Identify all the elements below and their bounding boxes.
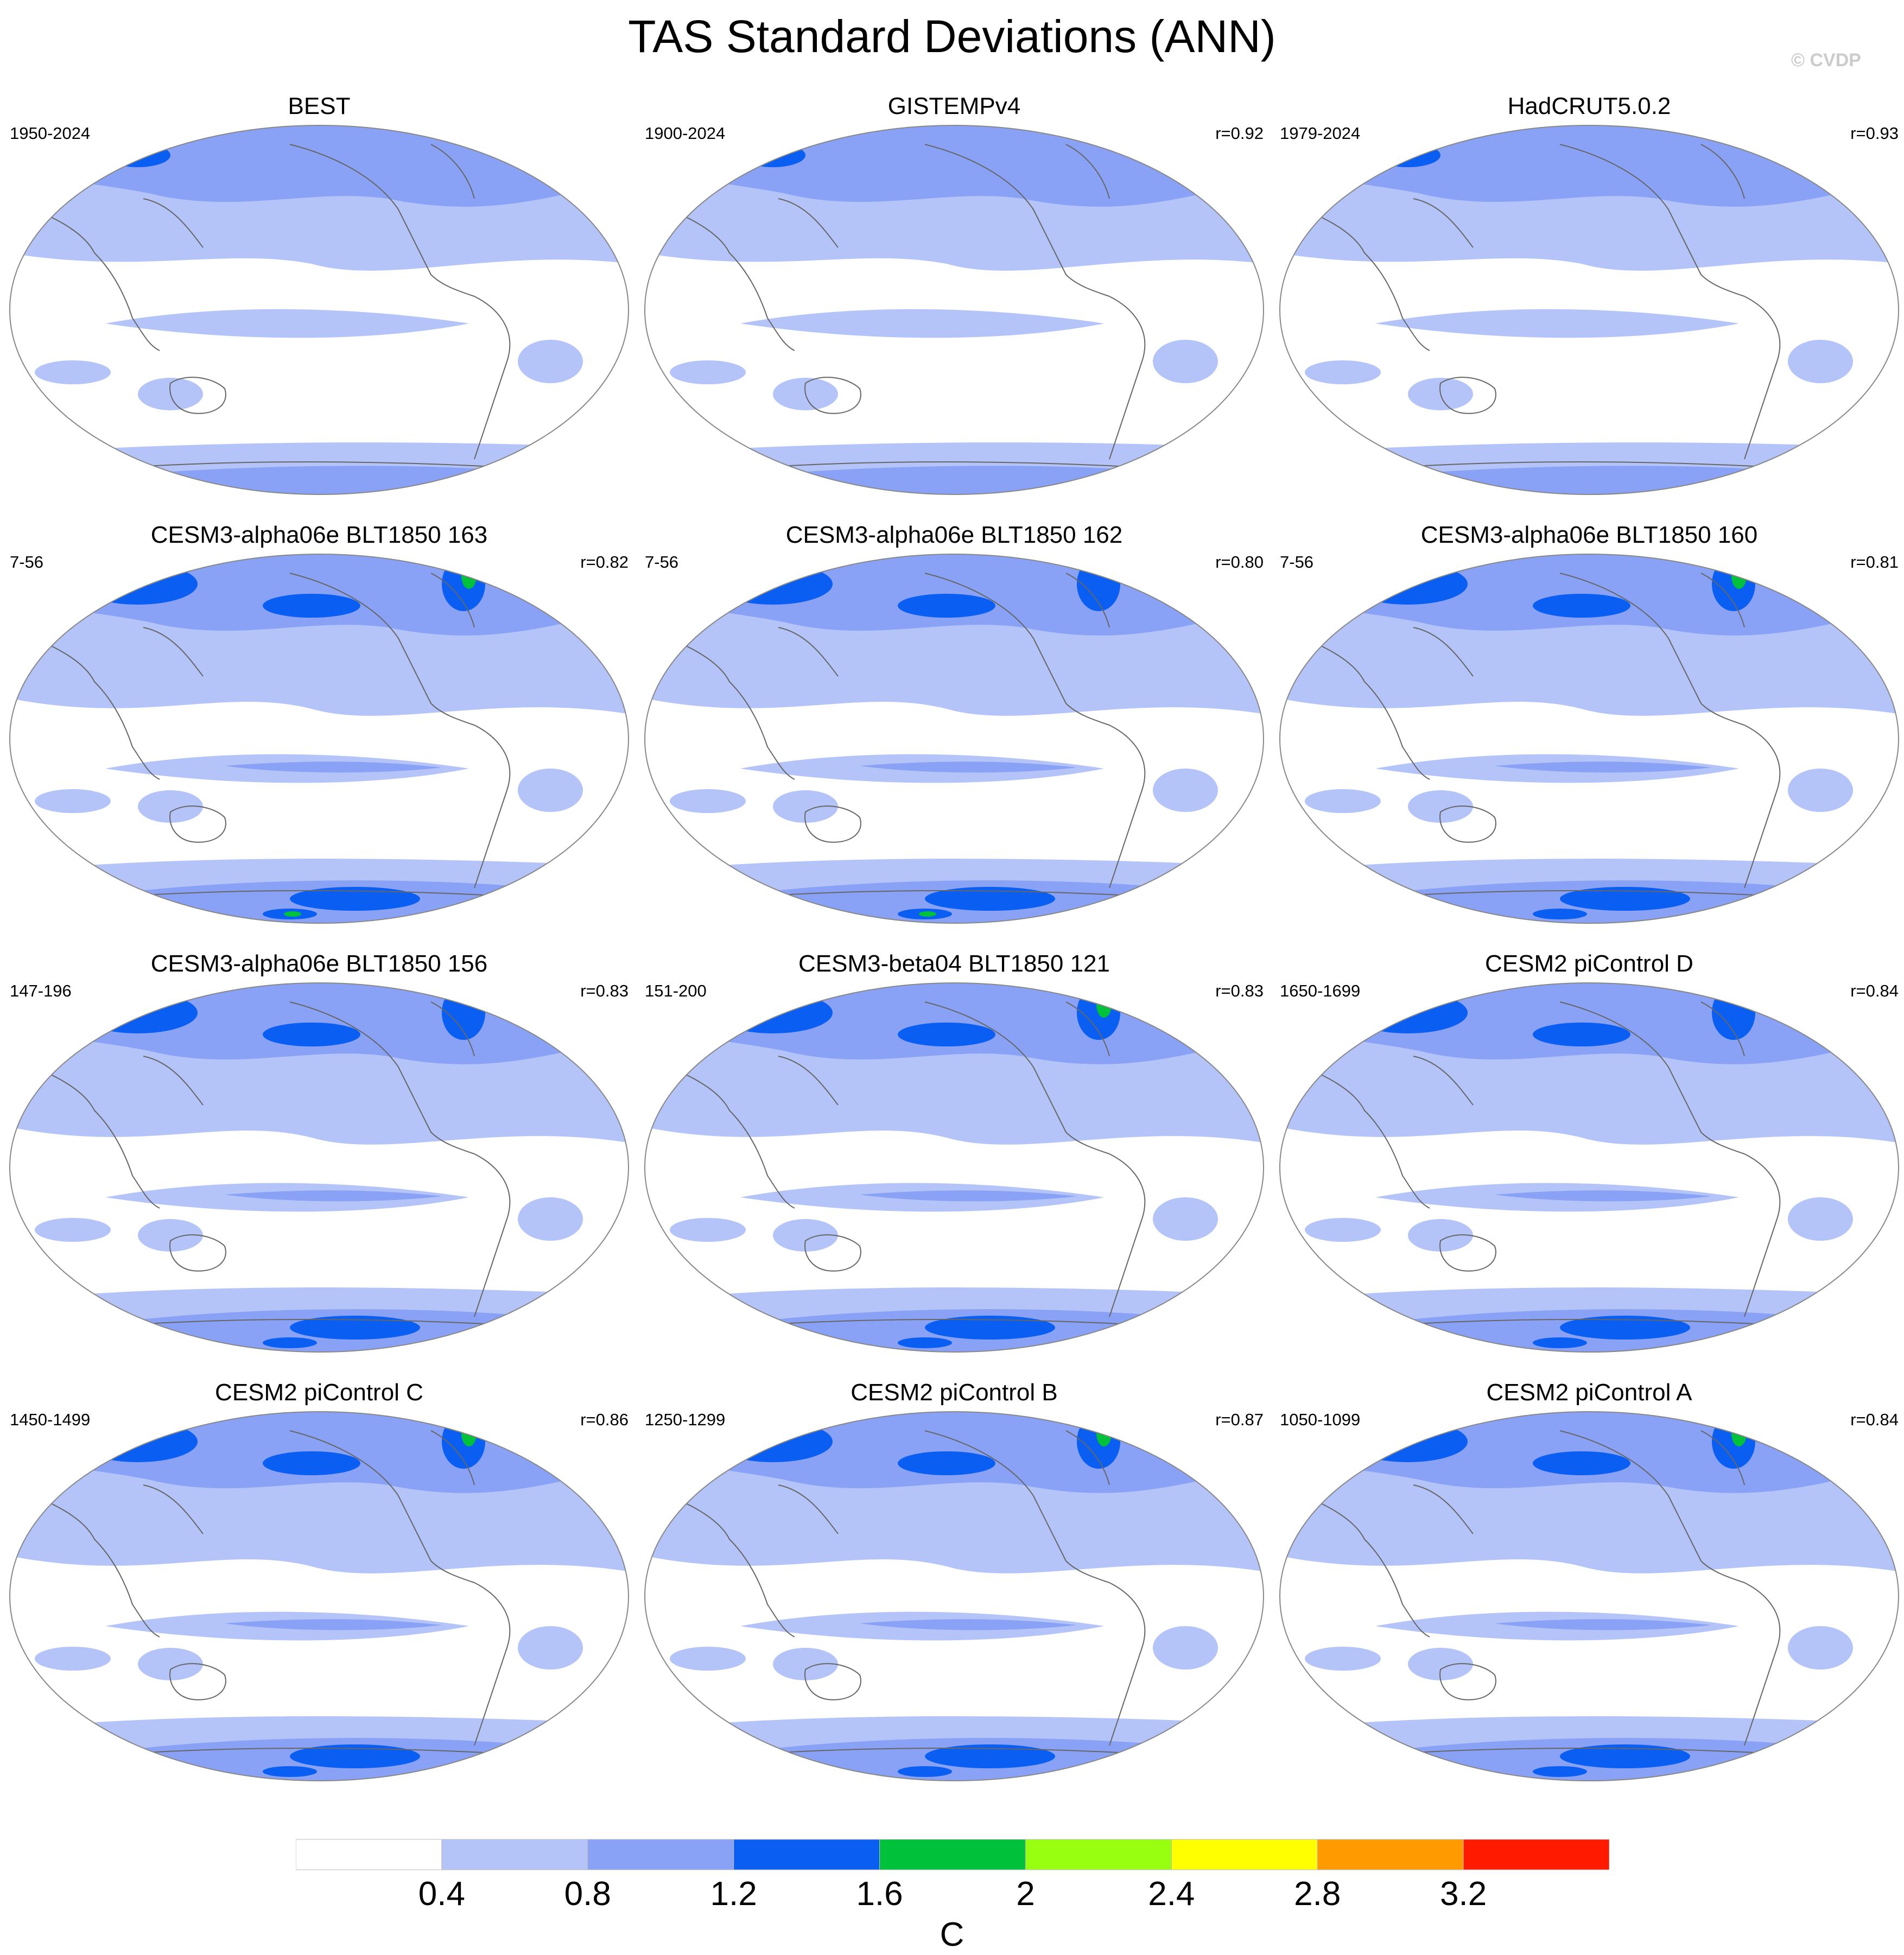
panel-title: CESM2 piControl A <box>1486 1379 1692 1406</box>
panel-title: CESM3-alpha06e BLT1850 163 <box>150 522 488 548</box>
colorbar-units: C <box>940 1916 964 1953</box>
colorbar-tick-label: 0.8 <box>564 1875 611 1913</box>
panel-correlation: r=0.92 <box>1215 124 1264 143</box>
map-panel: HadCRUT5.0.2 1979-2024 r=0.93 <box>1274 91 1904 520</box>
robinson-map <box>9 554 629 924</box>
panel-years: 1250-1299 <box>645 1410 726 1429</box>
colorbar-segment <box>1463 1839 1609 1870</box>
panel-correlation: r=0.80 <box>1215 553 1264 572</box>
colorbar <box>296 1839 1609 1870</box>
map-panel: CESM2 piControl B 1250-1299 r=0.87 <box>639 1378 1269 1806</box>
robinson-map <box>644 982 1264 1353</box>
figure-title: TAS Standard Deviations (ANN) <box>628 11 1276 62</box>
panel-title: CESM3-alpha06e BLT1850 156 <box>150 950 488 977</box>
map-panel: CESM3-alpha06e BLT1850 160 7-56 r=0.81 <box>1274 520 1904 949</box>
panel-title: CESM3-beta04 BLT1850 121 <box>798 950 1110 977</box>
panel-years: 147-196 <box>10 981 72 1000</box>
colorbar-segment <box>1025 1839 1172 1870</box>
colorbar-segment <box>1171 1839 1318 1870</box>
map-panel: CESM2 piControl C 1450-1499 r=0.86 <box>4 1378 634 1806</box>
panel-title: CESM3-alpha06e BLT1850 162 <box>785 522 1123 548</box>
colorbar-segment <box>733 1839 880 1870</box>
colorbar-tick-label: 0.4 <box>418 1875 465 1913</box>
colorbar-segment <box>587 1839 734 1870</box>
panel-correlation: r=0.93 <box>1850 124 1899 143</box>
panel-title: HadCRUT5.0.2 <box>1507 93 1671 119</box>
robinson-map <box>1279 125 1899 495</box>
map-panel: CESM2 piControl D 1650-1699 r=0.84 <box>1274 949 1904 1378</box>
colorbar-tick-label: 2.4 <box>1148 1875 1195 1913</box>
map-panel: CESM3-beta04 BLT1850 121 151-200 r=0.83 <box>639 949 1269 1378</box>
panel-years: 7-56 <box>1280 553 1314 572</box>
panel-years: 1900-2024 <box>645 124 726 143</box>
robinson-map <box>9 125 629 495</box>
panel-title: CESM2 piControl D <box>1485 950 1693 977</box>
map-panel: CESM3-alpha06e BLT1850 156 147-196 r=0.83 <box>4 949 634 1378</box>
panel-correlation: r=0.81 <box>1850 553 1899 572</box>
panel-correlation: r=0.83 <box>580 981 629 1000</box>
panel-correlation: r=0.86 <box>580 1410 629 1429</box>
map-panel: GISTEMPv4 1900-2024 r=0.92 <box>639 91 1269 520</box>
robinson-map <box>1279 1411 1899 1781</box>
panel-title: BEST <box>288 93 351 119</box>
robinson-map <box>644 1411 1264 1781</box>
panel-years: 7-56 <box>10 553 44 572</box>
panel-correlation: r=0.82 <box>580 553 629 572</box>
robinson-map <box>644 125 1264 495</box>
robinson-map <box>1279 554 1899 924</box>
colorbar-segment <box>296 1839 442 1870</box>
map-panel: CESM3-alpha06e BLT1850 163 7-56 r=0.82 <box>4 520 634 949</box>
robinson-map <box>9 1411 629 1781</box>
panel-correlation: r=0.83 <box>1215 981 1264 1000</box>
colorbar-tick-label: 2 <box>1016 1875 1035 1913</box>
panel-correlation: r=0.84 <box>1850 981 1899 1000</box>
panel-correlation: r=0.87 <box>1215 1410 1264 1429</box>
panel-correlation: r=0.84 <box>1850 1410 1899 1429</box>
colorbar-tick-label: 3.2 <box>1440 1875 1487 1913</box>
panel-years: 7-56 <box>645 553 679 572</box>
colorbar-tick-label: 2.8 <box>1294 1875 1341 1913</box>
map-panel: BEST 1950-2024 <box>4 91 634 520</box>
colorbar-segment <box>879 1839 1026 1870</box>
panel-years: 1979-2024 <box>1280 124 1361 143</box>
robinson-map <box>644 554 1264 924</box>
panel-years: 1050-1099 <box>1280 1410 1361 1429</box>
panel-years: 151-200 <box>645 981 707 1000</box>
colorbar-tick-label: 1.6 <box>856 1875 903 1913</box>
colorbar-segment <box>1317 1839 1464 1870</box>
panel-title: CESM3-alpha06e BLT1850 160 <box>1420 522 1758 548</box>
colorbar-segment <box>441 1839 588 1870</box>
panel-title: CESM2 piControl B <box>851 1379 1058 1406</box>
panel-years: 1450-1499 <box>10 1410 91 1429</box>
panel-title: GISTEMPv4 <box>887 93 1021 119</box>
colorbar-tick-label: 1.2 <box>710 1875 757 1913</box>
robinson-map <box>1279 982 1899 1353</box>
map-panel: CESM3-alpha06e BLT1850 162 7-56 r=0.80 <box>639 520 1269 949</box>
map-panel: CESM2 piControl A 1050-1099 r=0.84 <box>1274 1378 1904 1806</box>
panel-years: 1650-1699 <box>1280 981 1361 1000</box>
panel-years: 1950-2024 <box>10 124 91 143</box>
robinson-map <box>9 982 629 1353</box>
cvdp-watermark: © CVDP <box>1791 50 1861 71</box>
panel-title: CESM2 piControl C <box>215 1379 423 1406</box>
